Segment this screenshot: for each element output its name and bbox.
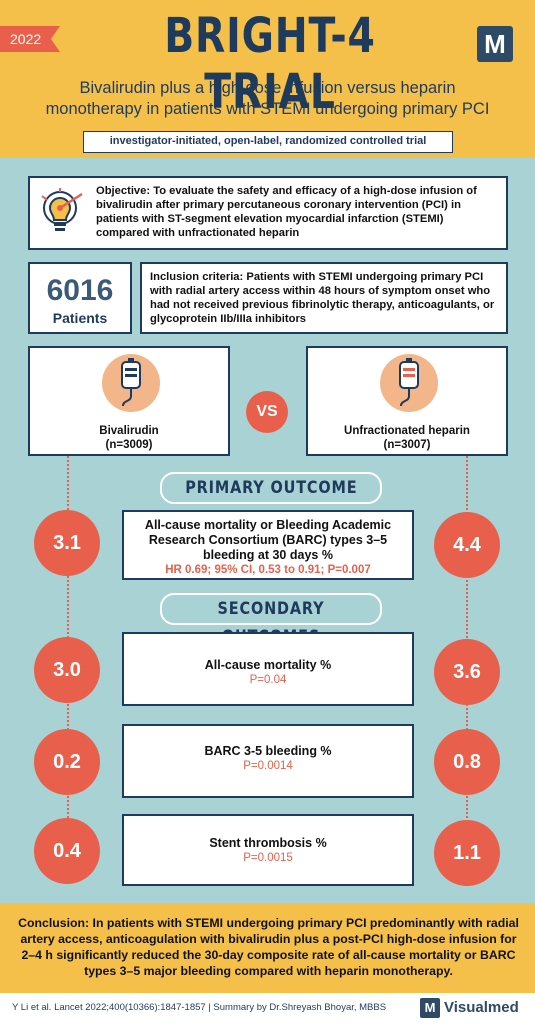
secondary-left-value: 3.0 <box>34 637 100 703</box>
primary-outcome-title: All-cause mortality or Bleeding Academic… <box>144 518 392 562</box>
vs-badge: VS <box>246 391 288 433</box>
primary-outcome-heading: PRIMARY OUTCOME <box>160 472 382 504</box>
secondary-right-value: 0.8 <box>434 729 500 795</box>
secondary-outcome-title: BARC 3-5 bleeding % <box>204 744 332 758</box>
secondary-outcome-box: Stent thrombosis % P=0.0015 <box>122 814 414 886</box>
secondary-right-value: 3.6 <box>434 639 500 705</box>
visualmed-logo-icon: M <box>420 998 440 1018</box>
secondary-outcome-box: BARC 3-5 bleeding % P=0.0014 <box>122 724 414 798</box>
trial-design-badge: investigator-initiated, open-label, rand… <box>83 131 453 153</box>
subtitle-line-2: monotherapy in patients with STEMI under… <box>45 100 490 118</box>
header: 2022 BRIGHT-4 TRIAL M Bivalirudin plus a… <box>0 0 535 158</box>
secondary-left-value: 0.2 <box>34 729 100 795</box>
secondary-outcome-title: All-cause mortality % <box>204 658 332 672</box>
arm-n: (n=3009) <box>105 439 153 451</box>
secondary-outcome-p: P=0.04 <box>249 674 287 686</box>
inclusion-text: Inclusion criteria: Patients with STEMI … <box>150 271 495 325</box>
primary-outcome-box: All-cause mortality or Bleeding Academic… <box>122 510 414 580</box>
patients-box: 6016 Patients <box>28 262 132 334</box>
arm-icon-circle <box>380 354 438 412</box>
arm-name: Unfractionated heparin <box>344 425 470 437</box>
secondary-left-value: 0.4 <box>34 818 100 884</box>
footer: Y Li et al. Lancet 2022;400(10366):1847-… <box>0 993 535 1024</box>
year-badge: 2022 <box>0 26 60 52</box>
arm-heparin: Unfractionated heparin (n=3007) <box>306 346 508 456</box>
secondary-right-value: 1.1 <box>434 820 500 886</box>
arm-bivalirudin: Bivalirudin (n=3009) <box>28 346 230 456</box>
lightbulb-target-icon <box>41 188 83 231</box>
patients-count: 6016 <box>46 274 114 307</box>
arm-label: Unfractionated heparin (n=3007) <box>308 424 506 452</box>
page-title: BRIGHT-4 TRIAL <box>164 8 376 120</box>
footer-brand: Visualmed <box>444 999 519 1016</box>
iv-bag-icon <box>121 358 141 407</box>
primary-right-value: 4.4 <box>434 512 500 578</box>
inclusion-box: Inclusion criteria: Patients with STEMI … <box>140 262 508 334</box>
primary-left-value: 3.1 <box>34 510 100 576</box>
subtitle: Bivalirudin plus a high-dose infusion ve… <box>10 78 525 120</box>
conclusion-text: Conclusion: In patients with STEMI under… <box>18 916 519 978</box>
patients-label: Patients <box>52 310 108 326</box>
secondary-outcome-p: P=0.0014 <box>243 760 293 772</box>
objective-box: Objective: To evaluate the safety and ef… <box>28 176 508 250</box>
arm-name: Bivalirudin <box>99 425 159 437</box>
arm-n: (n=3007) <box>383 439 431 451</box>
secondary-outcome-box: All-cause mortality % P=0.04 <box>122 632 414 706</box>
primary-outcome-stat: HR 0.69; 95% CI, 0.53 to 0.91; P=0.007 <box>165 564 371 576</box>
conclusion-panel: Conclusion: In patients with STEMI under… <box>0 903 535 993</box>
secondary-outcome-p: P=0.0015 <box>243 852 293 864</box>
arm-icon-circle <box>102 354 160 412</box>
primary-outcome-heading-text: PRIMARY OUTCOME <box>184 478 358 498</box>
visualmed-logo-icon: M <box>477 26 513 62</box>
arm-label: Bivalirudin (n=3009) <box>30 424 228 452</box>
secondary-outcomes-heading: SECONDARY OUTCOMES <box>160 593 382 647</box>
subtitle-line-1: Bivalirudin plus a high-dose infusion ve… <box>79 79 456 97</box>
objective-text: Objective: To evaluate the safety and ef… <box>96 185 477 239</box>
secondary-outcome-title: Stent thrombosis % <box>209 836 327 850</box>
citation: Y Li et al. Lancet 2022;400(10366):1847-… <box>12 1002 387 1013</box>
iv-bag-icon <box>399 358 419 407</box>
